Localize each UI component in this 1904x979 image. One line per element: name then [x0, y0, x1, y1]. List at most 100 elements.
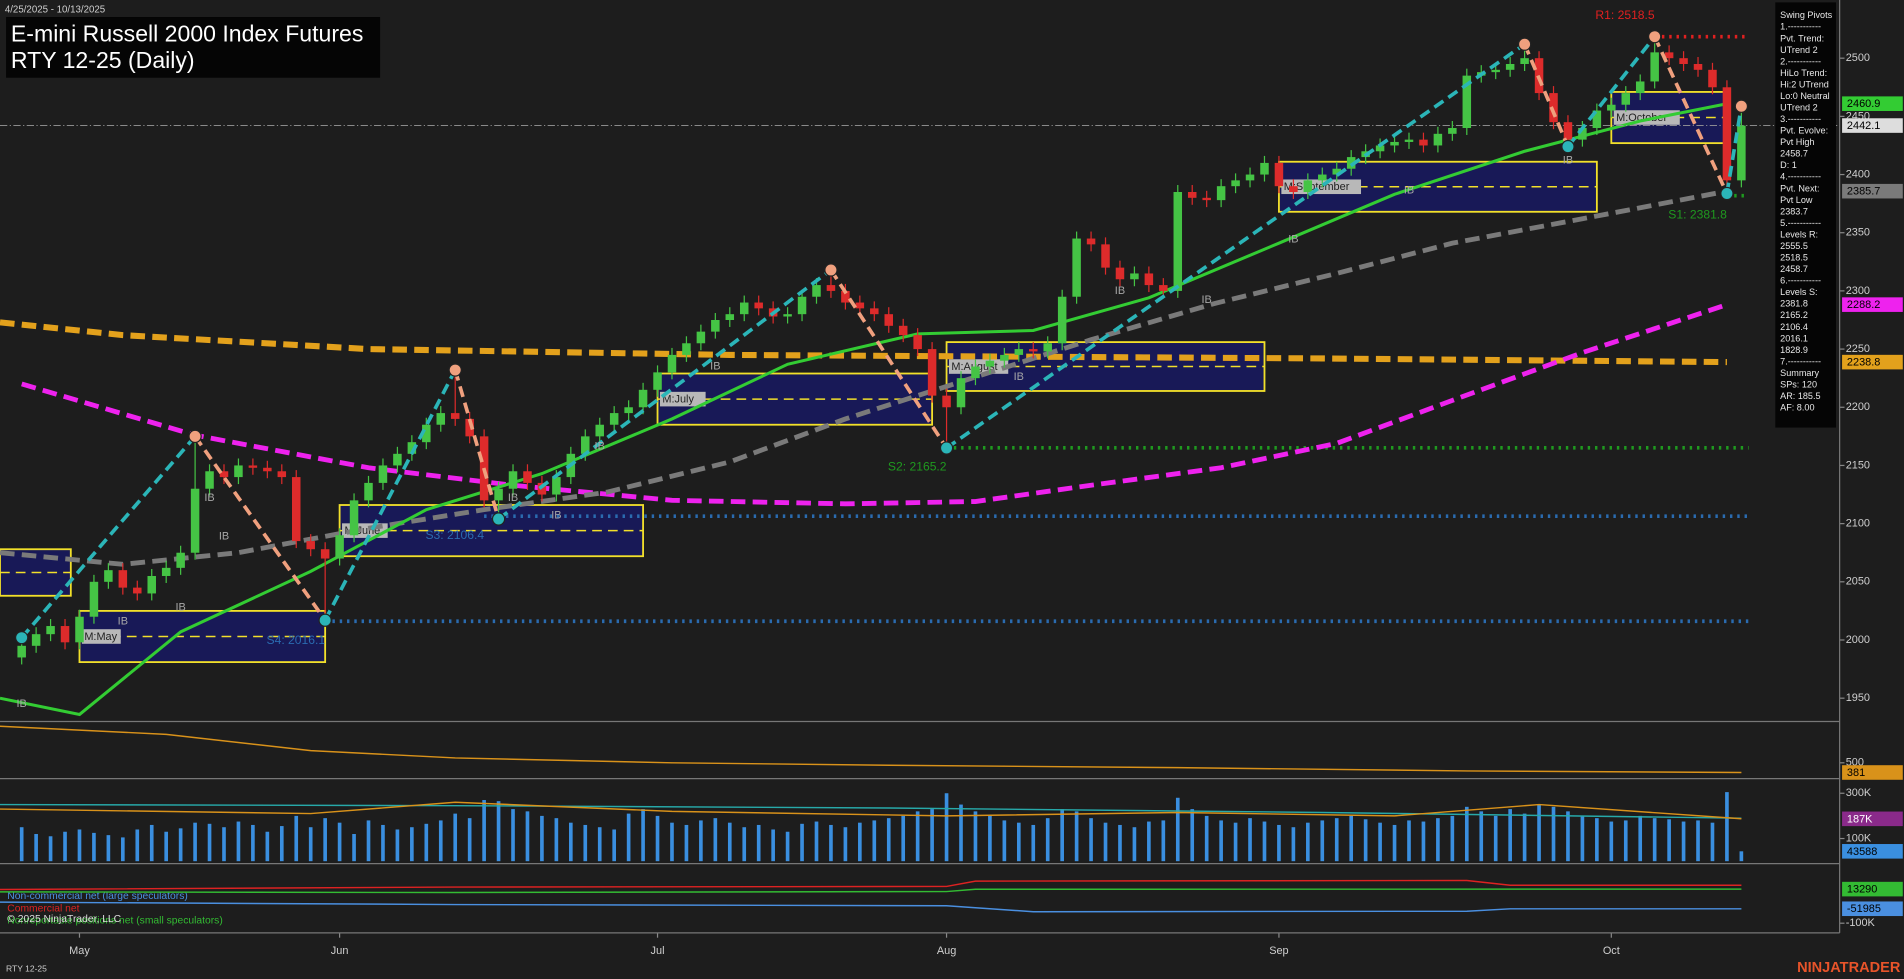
ib-marker: IB: [710, 360, 720, 372]
price-tag: [1842, 297, 1903, 312]
volume-bar: [525, 811, 530, 862]
volume-bar: [829, 824, 833, 862]
price-tag: [1842, 901, 1903, 917]
volume-bar: [1363, 819, 1368, 862]
y-tick-label: 2400: [1846, 168, 1870, 180]
candle-body: [1303, 180, 1313, 192]
y-tick-label: 2350: [1846, 227, 1870, 239]
candle-body: [75, 616, 84, 643]
ib-marker: IB: [1404, 185, 1414, 197]
volume-bar: [699, 820, 703, 862]
plot-layers: May Jun Jul Aug Sep Oct 1950 2000 2050 2100 2150 22…: [0, 8, 1903, 957]
legend-entry: Nonreportable positions net (small specu…: [7, 915, 222, 926]
candle-body: [465, 418, 474, 437]
price-tag-label: 13290: [1847, 884, 1877, 896]
volume-bar: [901, 815, 906, 862]
candle-body: [46, 626, 55, 635]
candle-body: [1592, 110, 1602, 128]
candle-body: [1635, 81, 1645, 94]
volume-bar: [1161, 820, 1166, 862]
candle-body: [89, 581, 99, 617]
candle-body: [609, 413, 619, 425]
volume-bar: [915, 811, 920, 862]
volume-bar: [1219, 820, 1223, 862]
info-line: D: 1: [1780, 160, 1797, 170]
volume-bar: [1725, 792, 1729, 862]
candle-body: [1202, 197, 1211, 201]
swing-pivot: [1720, 186, 1734, 201]
info-line: 2518.5: [1780, 253, 1808, 263]
x-tick-label: Jul: [651, 945, 665, 957]
info-line: Pvt. Evolve:: [1780, 126, 1828, 136]
candle-body: [147, 575, 156, 594]
volume-bar: [1002, 820, 1007, 862]
ib-marker: IB: [551, 509, 561, 521]
info-line: Pvt High: [1780, 137, 1814, 147]
monthly-label-bg: [1281, 179, 1362, 195]
ib-marker: IB: [508, 492, 518, 504]
indicator-line: [0, 803, 1742, 819]
candle-body: [1664, 52, 1674, 59]
x-tick-label: Jun: [331, 945, 349, 957]
volume-bar: [1204, 815, 1209, 862]
volume-bar: [1407, 820, 1411, 862]
volume-bar: [554, 818, 559, 862]
candle-body: [1607, 104, 1616, 111]
candle-body: [277, 471, 287, 478]
candle-body: [1057, 296, 1067, 344]
volume-bar: [858, 822, 862, 862]
price-tag: [1842, 354, 1903, 370]
volume-bar: [48, 836, 53, 862]
candle-body: [855, 302, 865, 309]
swing-pivot: [824, 263, 838, 277]
candle-body: [436, 413, 446, 425]
copyright: © 2025 NinjaTrader, LLC: [7, 914, 121, 925]
candle-body: [176, 552, 185, 568]
candle-body: [711, 319, 720, 332]
volume-bar: [1681, 821, 1686, 862]
volume-bar: [92, 832, 96, 862]
info-line: Pvt. Trend:: [1780, 33, 1824, 43]
volume-bar: [294, 815, 299, 862]
pivot-level-label: R1: 2518.5: [1595, 8, 1655, 22]
price-tag: [1842, 183, 1903, 199]
price-tag-label: -51985: [1847, 903, 1881, 915]
info-line: AF: 8.00: [1780, 403, 1814, 413]
info-line: 2383.7: [1780, 206, 1808, 216]
ib-marker: IB: [595, 441, 605, 453]
candle-body: [422, 424, 431, 443]
info-line: Pvt Low: [1780, 195, 1813, 205]
info-line: Swing Pivots: [1780, 10, 1833, 20]
candle-body: [638, 389, 648, 408]
ib-marker: IB: [1288, 234, 1298, 246]
candle-body: [682, 343, 691, 355]
candle-body: [248, 465, 258, 468]
y-tick-label: 1950: [1846, 692, 1870, 704]
swing-leg: [829, 268, 949, 449]
ib-marker: IB: [1115, 285, 1125, 297]
price-tag: [1842, 881, 1903, 897]
monthly-label: M:October: [1616, 112, 1667, 124]
candle-body: [335, 535, 344, 559]
y-tick-label: 2150: [1846, 459, 1870, 471]
candle-body: [1679, 58, 1688, 64]
volume-bar: [988, 815, 992, 862]
candle-body: [884, 314, 894, 326]
swing-pivot: [491, 512, 506, 526]
y-tick-label: 100K: [1846, 832, 1872, 844]
candle-body: [552, 477, 561, 495]
price-tag: [1842, 118, 1903, 133]
volume-bar: [193, 822, 197, 862]
volume-bar: [1233, 822, 1238, 862]
candle-body: [1318, 174, 1327, 181]
volume-bar: [727, 822, 732, 862]
info-panel: [1775, 2, 1836, 428]
y-tick-label: 300K: [1846, 787, 1872, 799]
volume-bar: [149, 824, 154, 862]
candle-body: [971, 366, 980, 379]
ib-marker: IB: [17, 698, 27, 710]
volume-bar: [540, 815, 544, 862]
volume-bar: [1450, 815, 1455, 862]
swing-pivot: [1517, 37, 1532, 51]
